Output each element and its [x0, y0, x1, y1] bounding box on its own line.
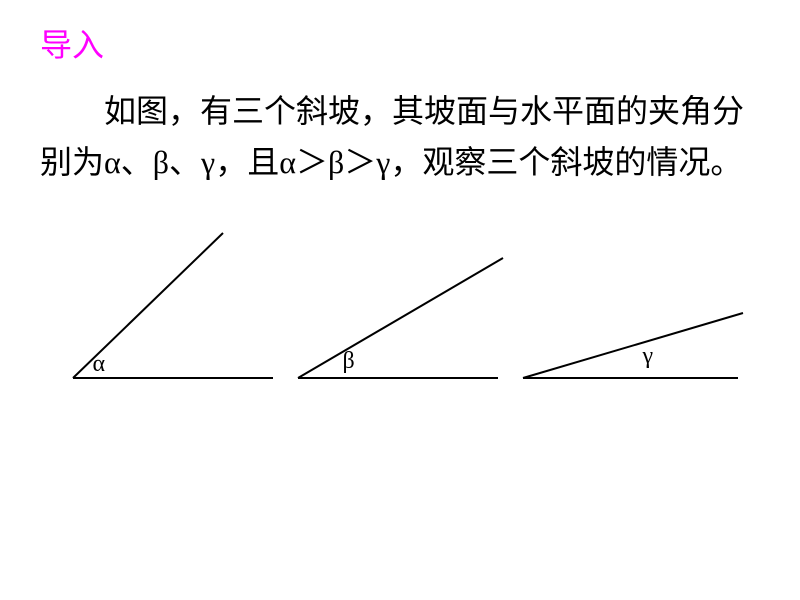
- angle-diagram-α: α: [53, 228, 283, 393]
- angle-svg: [53, 228, 283, 388]
- angle-label: γ: [643, 343, 654, 370]
- slope-line: [298, 258, 503, 378]
- slide-container: 导入 如图，有三个斜坡，其坡面与水平面的夹角分别为α、β、γ，且α＞β＞γ，观察…: [0, 0, 800, 413]
- angle-svg: [513, 228, 748, 388]
- body-paragraph: 如图，有三个斜坡，其坡面与水平面的夹角分别为α、β、γ，且α＞β＞γ，观察三个斜…: [40, 86, 760, 188]
- angle-diagram-β: β: [288, 228, 508, 393]
- heading: 导入: [40, 20, 760, 66]
- angle-diagram-γ: γ: [513, 228, 748, 393]
- slope-line: [523, 313, 743, 378]
- angle-label: α: [93, 351, 106, 378]
- diagram-row: α β γ: [40, 228, 760, 393]
- angle-label: β: [343, 348, 355, 375]
- angle-svg: [288, 228, 508, 388]
